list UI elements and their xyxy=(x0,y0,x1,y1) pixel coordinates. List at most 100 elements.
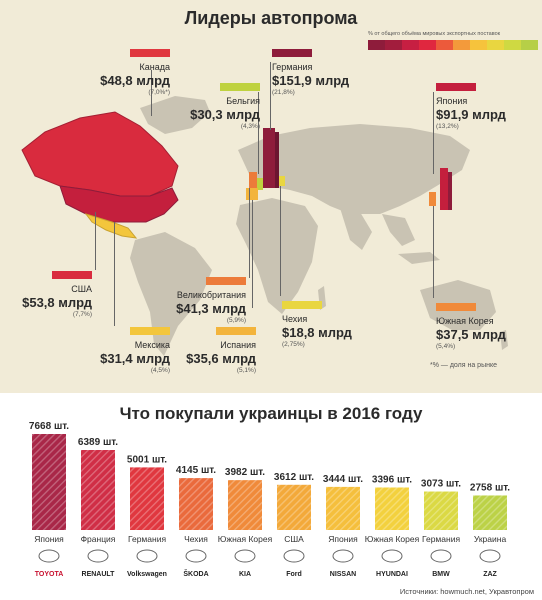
map-section: Лидеры автопрома % от общего объёма миро… xyxy=(0,0,542,393)
country-value: $18,8 млрд xyxy=(282,325,352,340)
bar xyxy=(81,450,115,530)
bar xyxy=(130,467,164,530)
country-color-swatch xyxy=(130,327,170,335)
value-label: 3444 шт. xyxy=(323,474,363,485)
country-name: Великобритания xyxy=(176,290,246,300)
legend: % от общего объёма мировых экспортных по… xyxy=(368,31,538,50)
country-share: (7,0%*) xyxy=(148,89,170,96)
leader-line xyxy=(433,206,434,298)
category-label: Чехия xyxy=(184,534,208,544)
country-value: $151,9 млрд xyxy=(272,73,350,88)
legend-color-step xyxy=(453,40,470,50)
value-label: 6389 шт. xyxy=(78,437,118,448)
category-label: Германия xyxy=(422,534,461,544)
country-value: $53,8 млрд xyxy=(22,295,92,310)
country-label-canada: Канада $48,8 млрд (7,0%*) xyxy=(90,44,170,97)
brand-logo-icon xyxy=(430,549,452,563)
brand-name: TOYOTA xyxy=(35,571,64,578)
category-label: Франция xyxy=(81,534,116,544)
country-label-belgium: Бельгия $30,3 млрд (4,3%) xyxy=(190,78,260,131)
brand-name: ŠKODA xyxy=(183,569,208,578)
legend-color-step xyxy=(470,40,487,50)
country-color-swatch xyxy=(130,49,170,57)
bar xyxy=(228,480,262,530)
country-label-usa: США $53,8 млрд (7,7%) xyxy=(16,266,92,319)
country-label-germany: Германия $151,9 млрд (21,8%) xyxy=(272,44,360,97)
category-label: Япония xyxy=(34,534,64,544)
category-label: Япония xyxy=(328,534,358,544)
leader-line xyxy=(249,188,250,278)
country-value: $30,3 млрд xyxy=(190,107,260,122)
world-map xyxy=(21,96,508,356)
brand-logo-icon xyxy=(185,549,207,563)
country-label-mexico: Мексика $31,4 млрд (4,5%) xyxy=(100,322,170,375)
leader-line xyxy=(270,62,271,130)
legend-color-step xyxy=(504,40,521,50)
country-label-spain: Испания $35,6 млрд (5,1%) xyxy=(180,322,256,375)
brand-name: RENAULT xyxy=(82,571,116,578)
brand-logo-icon xyxy=(136,549,158,563)
country-share: (5,9%) xyxy=(226,317,246,324)
bar xyxy=(179,478,213,530)
country-name: Южная Корея xyxy=(436,316,494,326)
country-share: (7,7%) xyxy=(72,311,92,318)
bar xyxy=(424,491,458,530)
country-share: (13,2%) xyxy=(436,123,459,130)
country-name: Мексика xyxy=(134,340,170,350)
bar xyxy=(277,484,311,530)
value-label: 3073 шт. xyxy=(421,479,461,490)
country-color-swatch xyxy=(436,303,476,311)
country-color-swatch xyxy=(220,83,260,91)
brand-name: NISSAN xyxy=(330,571,356,578)
bar xyxy=(473,495,507,530)
value-label: 3396 шт. xyxy=(372,474,412,485)
country-share: (5,4%) xyxy=(436,343,456,350)
legend-color-step xyxy=(402,40,419,50)
brand-name: Ford xyxy=(286,571,302,578)
country-value: $41,3 млрд xyxy=(176,301,246,316)
value-label: 3982 шт. xyxy=(225,467,265,478)
brand-logo-icon xyxy=(283,549,305,563)
map-title: Лидеры автопрома xyxy=(184,8,358,28)
legend-color-step xyxy=(419,40,436,50)
brand-logo-icon xyxy=(234,549,256,563)
brand-name: BMW xyxy=(432,571,450,578)
country-label-czechia: Чехия $18,8 млрд (2,75%) xyxy=(282,296,352,349)
legend-color-step xyxy=(487,40,504,50)
category-label: Южная Корея xyxy=(365,534,420,544)
country-name: Япония xyxy=(436,96,468,106)
value-label: 5001 шт. xyxy=(127,454,167,465)
share-note: *% — доля на рынке xyxy=(430,362,498,369)
country-name: Чехия xyxy=(282,314,308,324)
brand-name: HYUNDAI xyxy=(376,571,408,578)
value-label: 2758 шт. xyxy=(470,482,510,493)
leader-line xyxy=(151,70,152,116)
leader-line xyxy=(258,92,259,174)
brand-name: KIA xyxy=(239,571,251,578)
legend-color-step xyxy=(436,40,453,50)
value-label: 7668 шт. xyxy=(29,421,69,432)
country-label-japan: Япония $91,9 млрд (13,2%) xyxy=(436,78,516,131)
country-value: $91,9 млрд xyxy=(436,107,506,122)
value-label: 3612 шт. xyxy=(274,472,314,483)
country-value: $37,5 млрд xyxy=(436,327,506,342)
country-name: Бельгия xyxy=(226,96,260,106)
country-color-swatch xyxy=(282,301,322,309)
country-name: Германия xyxy=(272,62,313,72)
brand-logo-icon xyxy=(381,549,403,563)
leader-line xyxy=(114,222,115,326)
country-name: Канада xyxy=(139,62,170,72)
country-label-uk: Великобритания $41,3 млрд (5,9%) xyxy=(160,272,246,325)
bar xyxy=(32,434,66,530)
brand-logo-icon xyxy=(87,549,109,563)
legend-color-scale xyxy=(368,40,538,50)
value-label: 4145 шт. xyxy=(176,465,216,476)
source-note: Источники: howmuch.net, Укравтопром xyxy=(399,587,534,596)
country-value: $48,8 млрд xyxy=(100,73,170,88)
legend-color-step xyxy=(385,40,402,50)
brand-logo-icon xyxy=(479,549,501,563)
bar-chart: 7668 шт. Япония TOYOTA 6389 шт. Франция RENAU… xyxy=(29,421,510,578)
leader-line xyxy=(280,186,281,296)
country-share: (5,1%) xyxy=(236,367,256,374)
country-name: Испания xyxy=(220,340,256,350)
